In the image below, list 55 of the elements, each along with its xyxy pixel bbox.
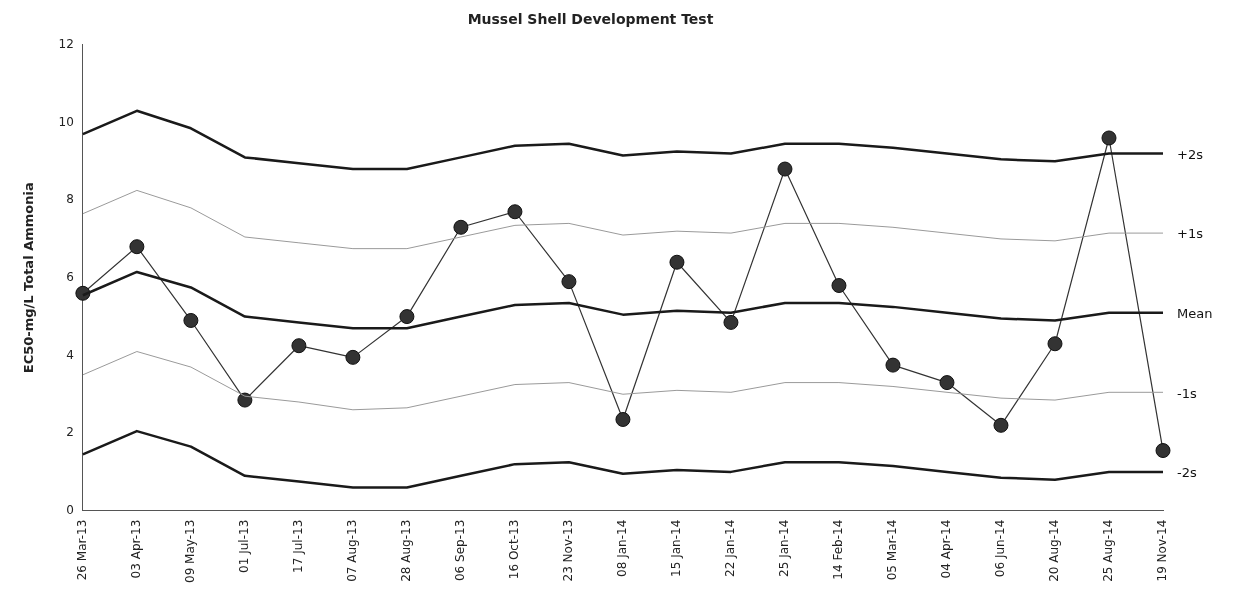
x-tick-label: 08 Jan-14 [615,519,630,577]
point [561,274,577,290]
x-tick-label: 17 Jul-13 [291,519,306,573]
y-tick-label: 2 [66,425,74,440]
point [237,392,253,408]
x-tick-label: 06 Jun-14 [993,519,1008,578]
series-label: -1s [1177,385,1197,401]
chart-title: Mussel Shell Development Test [467,11,714,28]
point [615,411,631,427]
x-tick-label: 09 May-13 [183,519,198,583]
y-tick-label: 8 [66,192,74,207]
x-tick-label: 16 Oct-13 [507,519,522,580]
x-tick-label: 05 Mar-14 [885,519,900,581]
y-tick-label: 6 [66,269,74,284]
y-tick-label: 12 [58,36,74,51]
y-tick-label: 10 [58,114,74,129]
x-tick-label: 19 Nov-14 [1155,519,1170,582]
point [453,219,469,235]
x-tick-label: 14 Feb-14 [831,519,846,580]
x-tick-label: 04 Apr-14 [939,519,954,579]
point [939,375,955,391]
x-tick-label: 28 Aug-13 [399,519,414,582]
x-tick-label: 22 Jan-14 [723,519,738,577]
point [345,349,361,365]
point [291,338,307,354]
series-label: -2s [1177,465,1197,481]
point [1101,130,1117,146]
x-tick-label: 25 Aug-14 [1101,519,1116,582]
point [831,278,847,294]
x-tick-label: 06 Sep-13 [453,519,468,582]
point [777,161,793,177]
y-tick-label: 4 [66,347,74,362]
y-tick-label: 0 [66,502,74,517]
point [1155,443,1171,459]
point [993,417,1009,433]
point [507,204,523,220]
x-tick-label: 23 Nov-13 [561,519,576,582]
series-label: +2s [1177,146,1204,162]
x-tick-label: 01 Jul-13 [237,519,252,573]
point [669,254,685,270]
point [1047,336,1063,352]
x-tick-label: 03 Apr-13 [129,519,143,579]
x-tick-label: 25 Jan-14 [777,519,792,577]
series-label: Mean [1177,306,1213,322]
y-axis-title: EC50-mg/L Total Ammonia [21,182,37,374]
point [885,357,901,373]
x-tick-label: 26 Mar-13 [74,519,89,581]
point [399,309,415,325]
point [129,239,145,255]
x-tick-label: 20 Aug-14 [1047,519,1062,582]
x-tick-label: 07 Aug-13 [345,519,360,582]
x-tick-label: 15 Jan-14 [669,519,684,577]
point [183,312,199,328]
point [723,314,739,330]
series-label: +1s [1177,226,1204,242]
